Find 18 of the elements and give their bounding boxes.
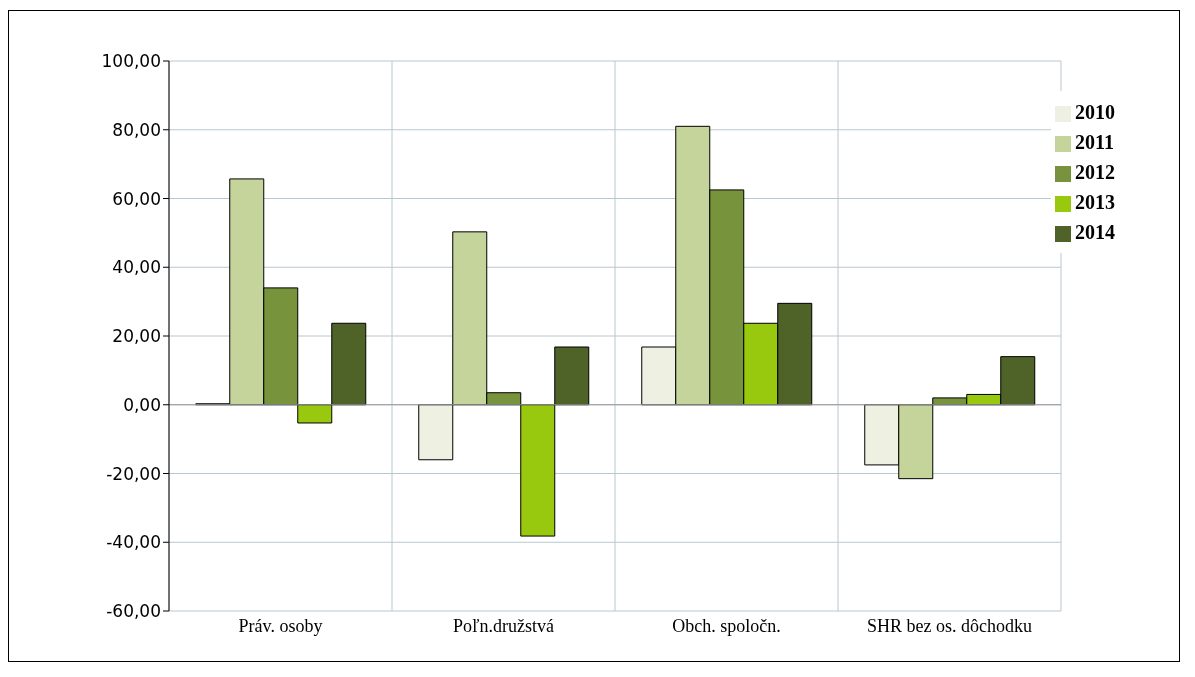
- legend-label: 2013: [1075, 191, 1115, 213]
- x-tick-label: Obch. spoločn.: [672, 615, 781, 636]
- y-tick-label: -20,00: [106, 463, 161, 484]
- y-tick-label: 0,00: [123, 394, 161, 415]
- y-tick-label: 20,00: [112, 326, 161, 347]
- y-tick-label: -60,00: [106, 601, 161, 622]
- legend-label: 2011: [1075, 131, 1114, 153]
- x-tick-label: SHR bez os. dôchodku: [867, 615, 1032, 636]
- legend-label: 2012: [1075, 161, 1115, 183]
- y-tick-label: 80,00: [112, 119, 161, 140]
- legend-label: 2010: [1075, 101, 1115, 123]
- legend-label: 2014: [1075, 221, 1115, 243]
- y-tick-label: 40,00: [112, 257, 161, 278]
- y-tick-label: -40,00: [106, 532, 161, 553]
- x-tick-label: Práv. osoby: [238, 615, 323, 636]
- y-tick-label: 100,00: [101, 51, 161, 72]
- y-tick-label: 60,00: [112, 188, 161, 209]
- x-tick-label: Poľn.družstvá: [453, 615, 554, 636]
